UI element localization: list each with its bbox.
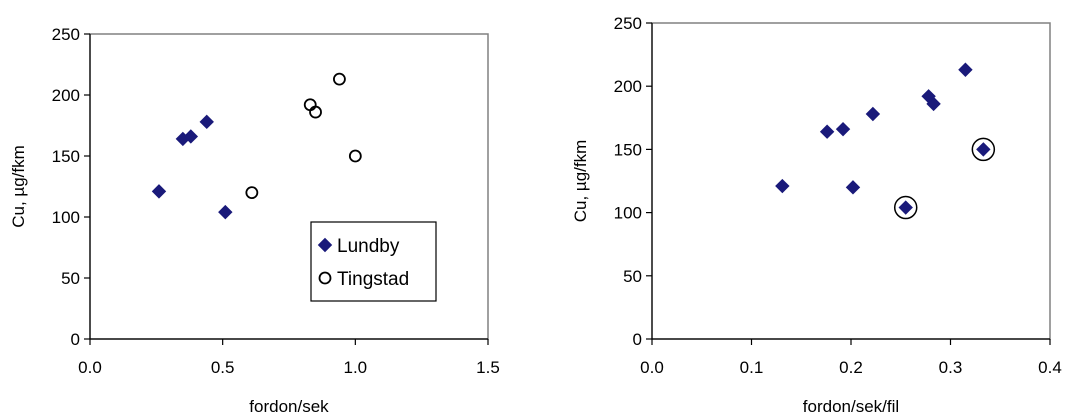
- data-point: [151, 184, 167, 199]
- y-tick-label: 250: [614, 14, 642, 33]
- x-axis-label: fordon/sek: [249, 397, 329, 416]
- data-point: [976, 142, 991, 157]
- data-point: [183, 129, 199, 144]
- data-point: [199, 114, 214, 130]
- y-axis-label: Cu, µg/fkm: [9, 145, 28, 228]
- data-point: [333, 72, 346, 86]
- y-tick-label: 50: [623, 267, 642, 286]
- x-tick-label: 1.0: [344, 358, 368, 377]
- data-point: [835, 121, 851, 137]
- data-point: [958, 62, 973, 77]
- y-tick-label: 50: [61, 269, 80, 288]
- data-point: [245, 186, 259, 200]
- data-point: [775, 178, 790, 194]
- y-tick-label: 0: [71, 330, 80, 349]
- y-tick-label: 150: [52, 147, 80, 166]
- x-tick-label: 0.5: [211, 358, 235, 377]
- data-point: [819, 124, 835, 139]
- plot-area: [651, 22, 1051, 340]
- y-tick-label: 0: [633, 330, 642, 349]
- y-tick-label: 150: [614, 140, 642, 159]
- legend-marker: [317, 237, 333, 253]
- legend-box: [310, 221, 437, 302]
- x-tick-label: 1.5: [476, 358, 500, 377]
- highlight-circle: [893, 195, 918, 220]
- data-point: [898, 200, 913, 215]
- x-tick-label: 0.3: [939, 358, 963, 377]
- x-tick-label: 0.2: [839, 358, 863, 377]
- x-axis-label: fordon/sek/fil: [803, 397, 899, 416]
- x-tick-label: 0.0: [78, 358, 102, 377]
- y-tick-label: 200: [52, 86, 80, 105]
- y-axis-label: Cu, µg/fkm: [571, 140, 590, 223]
- x-tick-label: 0.0: [640, 358, 664, 377]
- data-point: [865, 106, 881, 122]
- highlight-circle: [971, 137, 996, 162]
- data-point: [348, 149, 362, 163]
- y-tick-label: 250: [52, 25, 80, 44]
- chart-per-lane: 0 50 100 150 200 250 0.0 0.1 0.2 0.3 0.4 fordon/sek…: [571, 14, 1062, 416]
- y-tick-label: 200: [614, 77, 642, 96]
- data-point: [845, 180, 861, 195]
- data-point: [309, 105, 322, 119]
- chart-lundby-tingstad: 0 50 100 150 200 250 0.0 0.5 1.0 1.5 fordon/sek Cu,…: [9, 25, 500, 416]
- y-tick-label: 100: [52, 208, 80, 227]
- legend-label: Tingstad: [337, 269, 409, 290]
- x-tick-label: 0.1: [740, 358, 764, 377]
- legend-label: Lundby: [337, 236, 400, 257]
- legend-marker: [318, 271, 332, 285]
- data-point: [926, 96, 941, 112]
- x-tick-label: 0.4: [1038, 358, 1062, 377]
- y-tick-label: 100: [614, 204, 642, 223]
- data-point: [218, 204, 233, 220]
